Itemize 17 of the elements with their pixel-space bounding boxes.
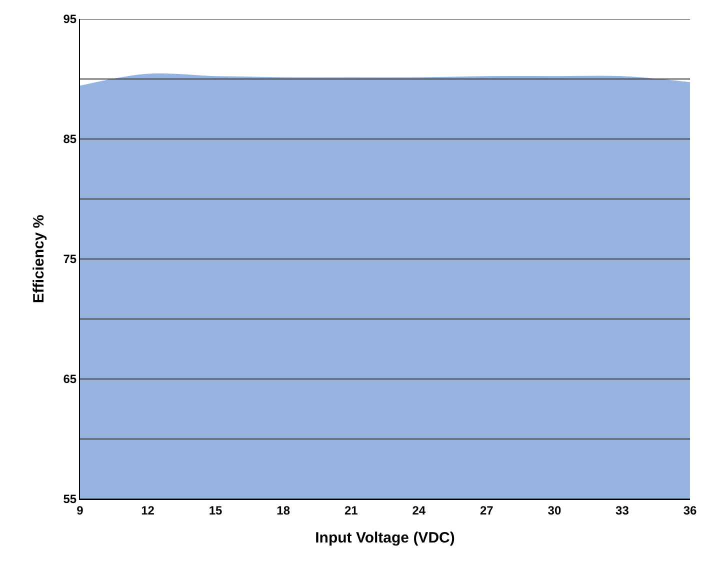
- x-tick-label: 24: [412, 503, 426, 518]
- y-axis-title: Efficiency %: [30, 214, 48, 304]
- x-tick-label: 36: [683, 503, 697, 518]
- x-tick-label: 15: [208, 503, 223, 518]
- x-tick-label: 33: [616, 503, 630, 518]
- x-tick-label: 9: [76, 503, 84, 518]
- x-tick-label: 18: [276, 503, 290, 518]
- x-tick-label: 27: [480, 503, 494, 518]
- y-tick-label: 95: [63, 12, 77, 26]
- x-tick-label: 30: [548, 503, 562, 518]
- x-tick-label: 12: [141, 503, 155, 518]
- y-tick-label: 55: [63, 492, 77, 506]
- x-axis-title: Input Voltage (VDC): [315, 529, 455, 546]
- x-tick-label: 21: [344, 503, 358, 518]
- y-tick-label: 85: [63, 132, 77, 146]
- y-tick-label: 75: [63, 252, 77, 266]
- y-tick-label: 65: [63, 372, 77, 386]
